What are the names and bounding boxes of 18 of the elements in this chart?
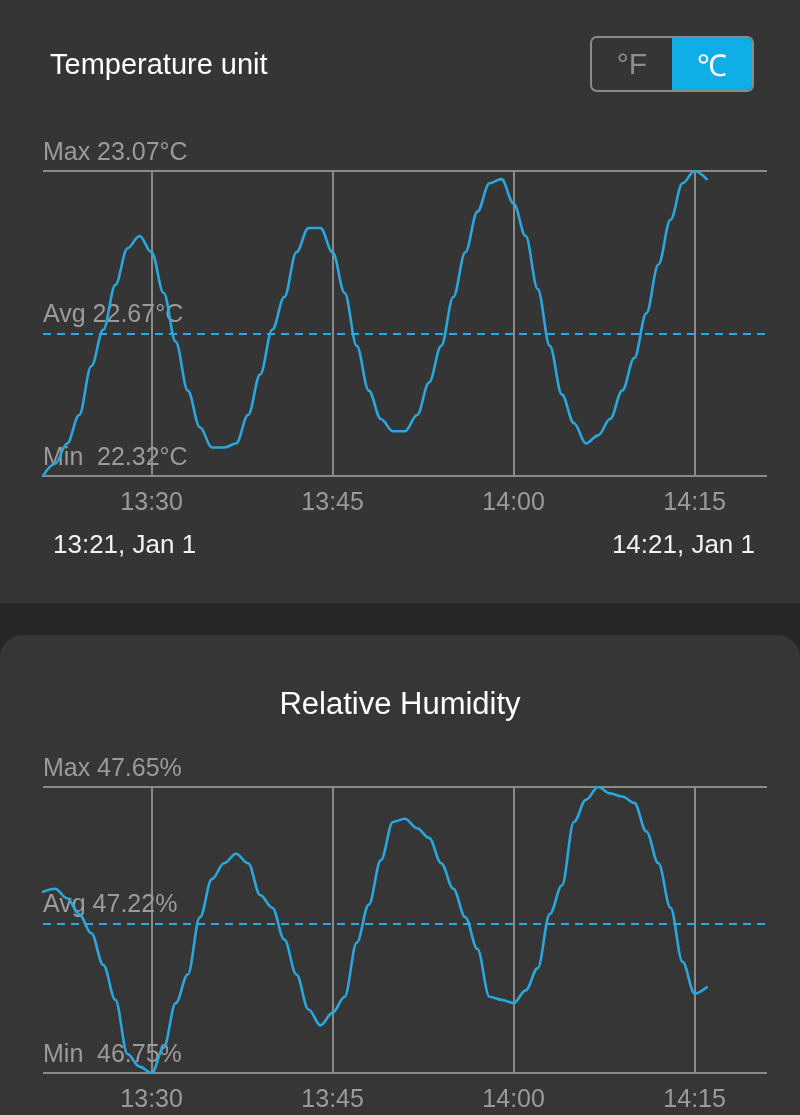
x-tick-label: 13:30 (120, 1083, 183, 1112)
y-tick-label: 23.07°C (97, 136, 188, 165)
chart-title: Relative Humidity (279, 686, 522, 721)
x-tick-label: 14:15 (663, 486, 726, 515)
annotation: Min (43, 1038, 84, 1067)
x-tick-label: 14:15 (663, 1083, 726, 1112)
text: Max (43, 752, 91, 781)
y-tick-label: 47.65% (97, 752, 182, 781)
x-tick-label: 14:00 (482, 486, 545, 515)
segmented-toggle: °F ℃ (590, 36, 754, 92)
x-tick-label: 13:45 (301, 486, 364, 515)
x-tick-label: 13:30 (120, 486, 183, 515)
x-tick-label: 13:45 (301, 1083, 364, 1112)
text: Temperature unit (50, 47, 268, 81)
text: 14:21, Jan 1 (611, 529, 756, 559)
text: 13:21, Jan 1 (53, 529, 197, 559)
text: Max (43, 136, 91, 165)
x-tick-label: 14:00 (482, 1083, 545, 1112)
